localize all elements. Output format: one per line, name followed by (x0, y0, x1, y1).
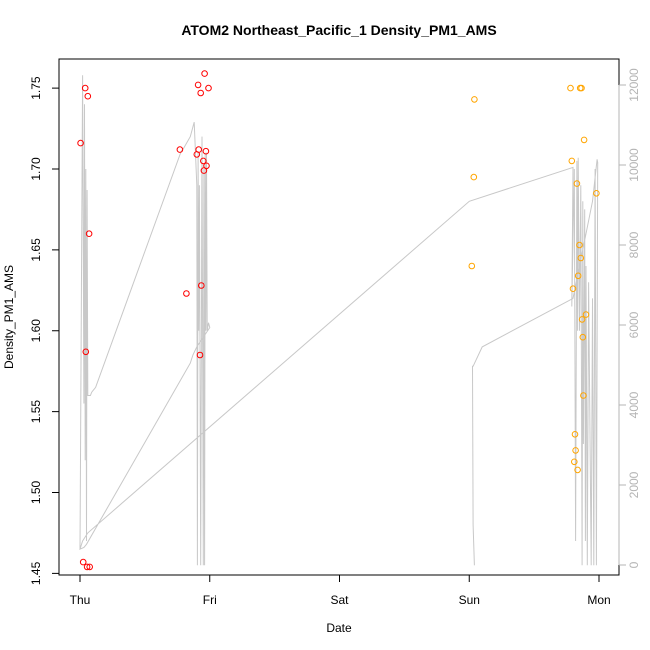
y-tick-label: 1.75 (29, 76, 43, 100)
data-point-series-2 (573, 180, 581, 187)
data-point-series-2 (568, 157, 576, 165)
y-tick-label: 1.50 (29, 480, 43, 504)
data-point-series-1 (183, 290, 190, 297)
data-point-series-2 (574, 466, 581, 474)
chart-title: ATOM2 Northeast_Pacific_1 Density_PM1_AM… (181, 22, 496, 38)
data-point-series-2 (580, 136, 588, 144)
y-tick-label: 1.60 (29, 319, 43, 343)
data-point-series-2 (569, 285, 577, 293)
data-point-series-2 (470, 173, 478, 181)
data-point-series-2 (593, 190, 600, 197)
x-tick-label: Sat (330, 593, 349, 607)
data-point-series-1 (201, 70, 208, 77)
data-point-series-2 (579, 333, 587, 341)
data-point-series-2 (577, 254, 585, 262)
data-point-series-1 (81, 84, 89, 92)
y-right-tick-label: 8000 (627, 231, 641, 258)
data-point-series-1 (197, 89, 204, 97)
y-right-tick-label: 0 (627, 561, 641, 568)
x-tick-label: Mon (587, 593, 610, 607)
background-line-layer (79, 75, 599, 566)
y-right-tick-label: 6000 (627, 311, 641, 338)
y-right-tick-label: 10000 (627, 148, 641, 182)
data-point-series-2 (471, 96, 478, 103)
data-point-series-1 (77, 139, 84, 147)
y-axis-label: Density_PM1_AMS (2, 265, 16, 369)
data-point-series-2 (567, 84, 574, 92)
data-point-series-1 (202, 147, 210, 155)
data-point-series-2 (572, 447, 579, 454)
y-tick-label: 1.70 (29, 157, 43, 181)
y-tick-label: 1.65 (29, 238, 43, 262)
points-layer (77, 70, 600, 571)
data-point-series-1 (176, 146, 184, 153)
data-point-series-2 (582, 311, 590, 318)
data-point-series-1 (200, 157, 207, 165)
data-point-series-1 (203, 162, 210, 170)
data-point-series-1 (82, 348, 90, 356)
y-axis-left: 1.45 1.50 1.55 1.60 1.65 1.70 1.75 (29, 76, 60, 585)
x-axis: Thu Fri Sat Sun Mon (70, 574, 611, 607)
background-series-line (79, 75, 599, 566)
x-tick-label: Fri (203, 593, 217, 607)
y-tick-label: 1.45 (29, 561, 43, 585)
x-tick-label: Thu (70, 593, 91, 607)
data-point-series-2 (580, 392, 587, 399)
y-axis-right: 0 2000 4000 6000 8000 10000 12000 (618, 68, 641, 568)
data-point-series-2 (571, 431, 579, 438)
data-point-series-1 (194, 81, 202, 89)
x-tick-label: Sun (459, 593, 480, 607)
data-point-series-1 (85, 230, 93, 237)
data-point-series-1 (205, 84, 212, 92)
y-right-tick-label: 4000 (627, 391, 641, 418)
data-point-series-1 (195, 146, 202, 153)
y-right-tick-label: 12000 (627, 68, 641, 102)
data-point-series-2 (576, 241, 583, 249)
y-tick-label: 1.55 (29, 400, 43, 424)
data-point-series-1 (83, 563, 91, 571)
data-point-series-1 (79, 558, 87, 566)
x-axis-label: Date (326, 621, 352, 635)
data-point-series-2 (574, 272, 582, 280)
data-point-series-2 (571, 458, 578, 466)
data-point-series-2 (578, 84, 585, 92)
y-right-tick-label: 2000 (627, 471, 641, 498)
data-point-series-1 (196, 351, 204, 359)
data-point-series-2 (468, 262, 476, 270)
data-point-series-1 (86, 563, 93, 571)
data-point-series-1 (198, 282, 205, 289)
data-point-series-2 (578, 316, 586, 323)
data-point-series-1 (84, 92, 92, 100)
